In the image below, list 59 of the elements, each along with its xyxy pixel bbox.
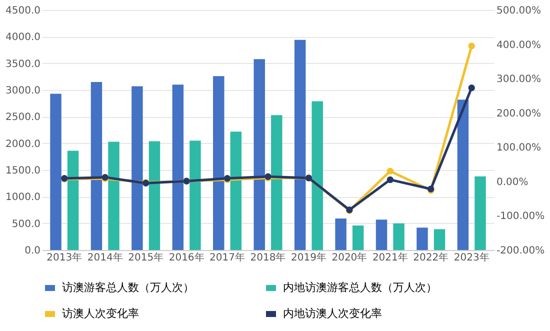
x-tick-label: 2018年 bbox=[250, 252, 286, 264]
legend-label: 访澳人次变化率 bbox=[62, 307, 139, 320]
point bbox=[386, 168, 394, 174]
x-tick-label: 2016年 bbox=[168, 252, 204, 264]
bar bbox=[213, 76, 224, 250]
y-tick-label: 4000.0 bbox=[6, 32, 40, 44]
x-tick-label: 2015年 bbox=[128, 252, 164, 264]
bar bbox=[352, 225, 364, 250]
bar bbox=[434, 229, 446, 250]
bar bbox=[416, 228, 428, 250]
y2-tick-label: 0.00% bbox=[496, 176, 528, 188]
x-tick-label: 2020年 bbox=[332, 252, 368, 264]
y-tick-label: 2000.0 bbox=[6, 138, 40, 150]
y-tick-label: 1500.0 bbox=[6, 166, 40, 176]
x-tick-label: 2014年 bbox=[87, 252, 123, 264]
y2-tick-label: 100.00% bbox=[496, 142, 541, 154]
bar bbox=[376, 220, 388, 250]
y-tick-label: 1000.0 bbox=[6, 192, 40, 204]
y2-tick-label: 500.00% bbox=[496, 6, 541, 16]
bar bbox=[132, 86, 143, 250]
bar bbox=[230, 132, 242, 250]
x-tick-label: 2021年 bbox=[372, 252, 408, 264]
bar bbox=[90, 82, 102, 250]
bar bbox=[312, 101, 323, 250]
bar bbox=[190, 140, 201, 250]
y2-tick-label: -200.00% bbox=[496, 246, 545, 256]
x-tick-label: 2019年 bbox=[290, 252, 326, 264]
y2-tick-label: 300.00% bbox=[496, 74, 541, 86]
x-tick-label: 2022年 bbox=[413, 252, 449, 264]
legend-label: 内地访澳游客总人数（万人次） bbox=[283, 281, 437, 294]
bar bbox=[335, 218, 346, 250]
y-tick-label: 0.0 bbox=[24, 246, 40, 256]
bar bbox=[393, 223, 404, 250]
y-tick-label: 4500.0 bbox=[6, 6, 40, 16]
bar bbox=[67, 150, 79, 250]
bar bbox=[50, 94, 62, 250]
bar bbox=[172, 84, 184, 250]
y-tick-label: 500.0 bbox=[12, 218, 40, 230]
y2-tick-label: 200.00% bbox=[496, 108, 541, 120]
y2-tick-label: -100.00% bbox=[496, 211, 545, 222]
bar bbox=[457, 100, 469, 250]
legend-label: 访澳游客总人数（万人次） bbox=[62, 281, 194, 294]
bar bbox=[108, 142, 120, 250]
x-tick-label: 2023年 bbox=[454, 252, 490, 264]
y-tick-label: 2500.0 bbox=[6, 112, 40, 124]
point bbox=[386, 176, 394, 184]
bar bbox=[254, 59, 265, 250]
bar bbox=[294, 40, 306, 250]
bar bbox=[148, 141, 160, 250]
bar bbox=[271, 115, 282, 250]
point bbox=[468, 42, 475, 50]
x-tick-label: 2017年 bbox=[210, 252, 246, 264]
y2-tick-label: 400.00% bbox=[496, 40, 541, 51]
bar bbox=[474, 176, 486, 250]
y-tick-label: 3500.0 bbox=[6, 58, 40, 70]
y-tick-label: 3000.0 bbox=[6, 86, 40, 96]
legend-label: 内地访澳人次变化率 bbox=[283, 307, 382, 320]
point bbox=[468, 84, 475, 92]
x-tick-label: 2013年 bbox=[46, 252, 82, 264]
